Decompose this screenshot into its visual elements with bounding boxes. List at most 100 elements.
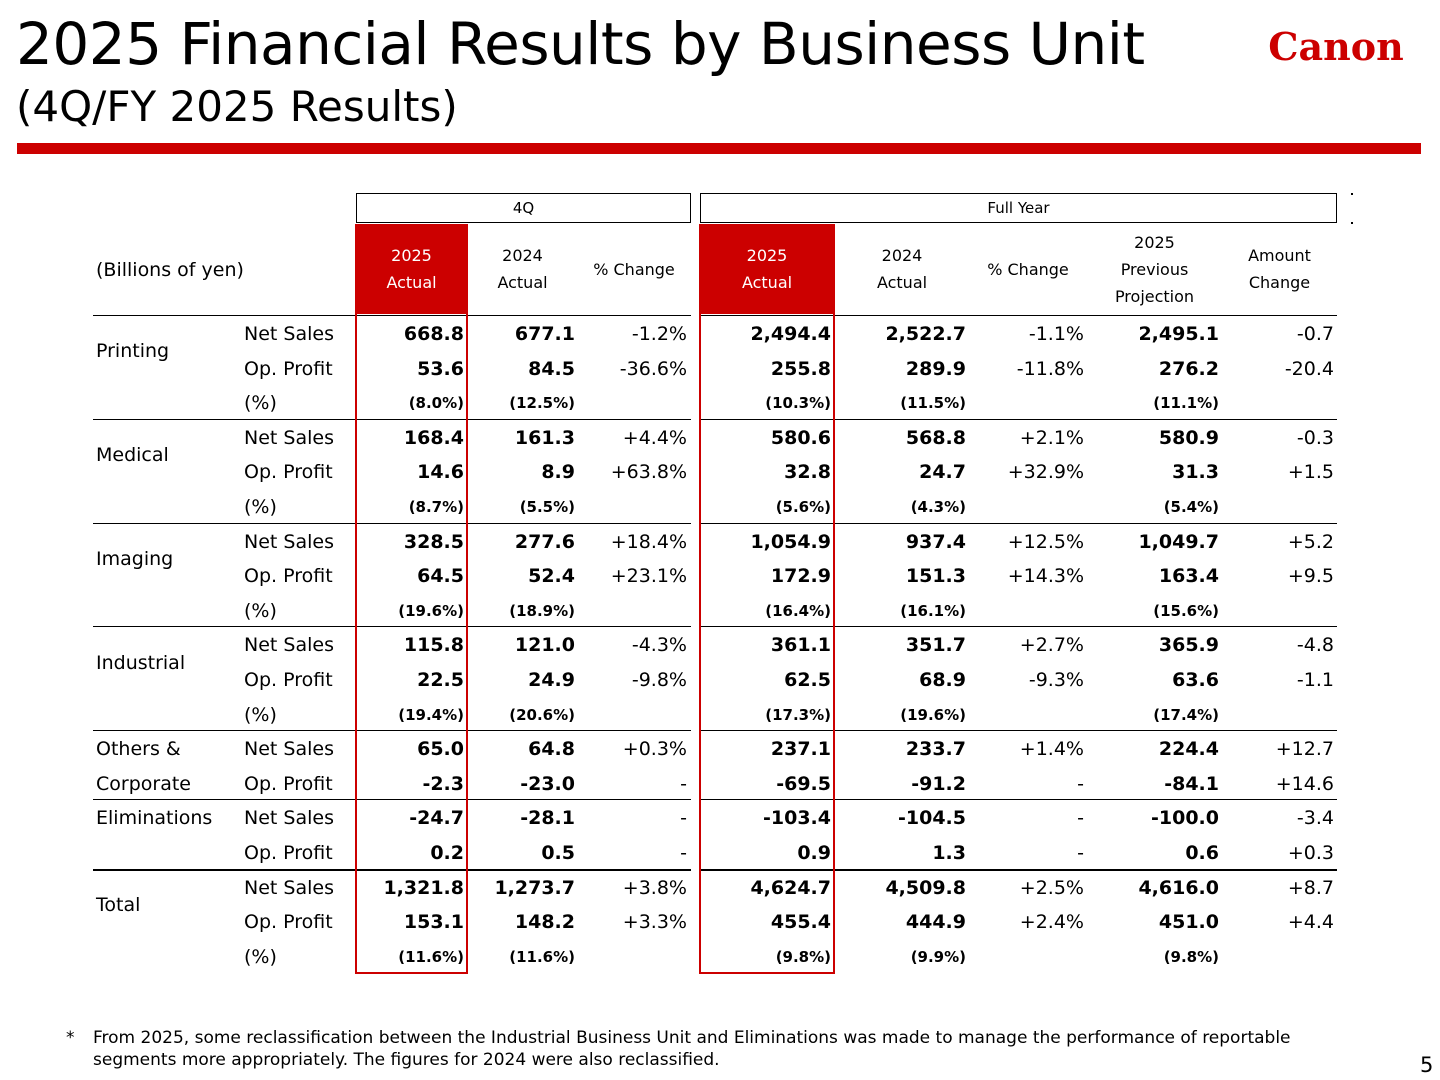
table-cell: (17.3%): [765, 705, 831, 724]
segment-name: Eliminations: [96, 807, 213, 830]
table-cell: 2,522.7: [885, 323, 966, 345]
column-header-text: % Change: [593, 256, 675, 283]
table-cell: 237.1: [770, 738, 831, 761]
table-cell: -0.7: [1296, 323, 1334, 345]
segment-name: Imaging: [96, 547, 174, 570]
table-cell: 68.9: [919, 669, 966, 691]
table-cell: -23.0: [520, 772, 575, 795]
column-header-line: 2025: [1134, 232, 1175, 252]
highlight-frame: [466, 224, 468, 973]
table-cell: +0.3%: [622, 738, 687, 761]
table-cell: 2,495.1: [1138, 323, 1219, 345]
table-cell: -0.3: [1296, 426, 1334, 449]
metric-label: Op. Profit: [244, 669, 333, 691]
table-cell: (20.6%): [509, 705, 575, 724]
table-cell: +2.1%: [1019, 426, 1084, 449]
corner-mark: [1351, 222, 1353, 224]
table-cell: (17.4%): [1153, 705, 1219, 724]
table-cell: 351.7: [905, 634, 966, 657]
table-cell: 121.0: [514, 634, 575, 657]
highlight-frame: [355, 224, 357, 973]
column-header-text: 2025 Actual: [386, 242, 436, 296]
table-cell: 1.3: [932, 842, 966, 864]
table-cell: (5.4%): [1163, 498, 1219, 516]
table-cell: (19.6%): [900, 705, 966, 724]
column-header-line: Actual: [386, 273, 437, 292]
page-number: 5: [1420, 1053, 1434, 1077]
segment-name: Industrial: [96, 651, 186, 674]
table-cell: -: [1077, 807, 1084, 830]
segment-name: Medical: [96, 444, 169, 467]
table-cell: +14.3%: [1007, 565, 1084, 588]
table-cell: -11.8%: [1016, 357, 1084, 380]
table-cell: 224.4: [1158, 738, 1219, 761]
highlight-frame: [833, 224, 835, 973]
table-cell: (12.5%): [509, 394, 575, 413]
table-cell: +4.4: [1287, 911, 1334, 934]
table-cell: (16.1%): [900, 601, 966, 620]
table-cell: (19.4%): [398, 705, 464, 724]
table-cell: 63.6: [1172, 669, 1219, 691]
corner-mark: [1351, 193, 1353, 195]
table-cell: 289.9: [905, 357, 966, 380]
metric-label: (%): [244, 496, 277, 518]
table-cell: (11.5%): [900, 394, 966, 413]
table-cell: 84.5: [528, 357, 575, 380]
table-cell: -103.4: [763, 807, 831, 830]
table-cell: (11.6%): [398, 947, 464, 966]
row-divider: [700, 315, 1337, 316]
table-cell: (5.5%): [519, 498, 575, 516]
table-cell: -69.5: [776, 772, 831, 795]
table-cell: (8.7%): [408, 498, 464, 516]
table-cell: -84.1: [1164, 772, 1219, 795]
table-cell: 937.4: [905, 530, 966, 553]
table-cell: -: [680, 807, 687, 830]
table-cell: 0.2: [430, 842, 464, 864]
metric-label: Net Sales: [244, 426, 334, 449]
metric-label: (%): [244, 392, 277, 415]
table-cell: +12.5%: [1007, 530, 1084, 553]
table-cell: -1.1%: [1028, 323, 1084, 345]
row-divider: [700, 626, 1337, 628]
column-header: 2025 Actual: [700, 224, 834, 314]
table-cell: (9.8%): [1163, 947, 1219, 966]
table-cell: -2.3: [422, 772, 464, 795]
column-header-line: Actual: [497, 273, 548, 292]
table-cell: 24.9: [528, 669, 575, 691]
table-cell: 1,054.9: [750, 530, 831, 553]
table-cell: 32.8: [784, 461, 831, 484]
column-header-line: % Change: [593, 259, 675, 279]
table-cell: 328.5: [403, 530, 464, 553]
table-cell: +3.3%: [622, 911, 687, 934]
table-cell: +2.7%: [1019, 634, 1084, 657]
table-cell: 65.0: [417, 738, 464, 761]
footnote-marker: *: [66, 1028, 75, 1048]
table-cell: (19.6%): [398, 601, 464, 620]
table-cell: 1,049.7: [1138, 530, 1219, 553]
metric-label: Net Sales: [244, 634, 334, 657]
table-cell: 277.6: [514, 530, 575, 553]
table-cell: (8.0%): [408, 394, 464, 413]
table-cell: 22.5: [417, 669, 464, 691]
column-header-line: Amount: [1248, 246, 1311, 265]
table-cell: 14.6: [417, 461, 464, 484]
column-header: % Change: [969, 224, 1087, 314]
canon-logo: Canon: [1268, 24, 1403, 69]
table-cell: +4.4%: [622, 426, 687, 449]
column-header-line: 2024: [881, 246, 923, 265]
table-cell: 580.6: [770, 426, 831, 449]
table-cell: -: [680, 842, 687, 864]
table-cell: 148.2: [514, 911, 575, 934]
table-cell: 64.5: [417, 565, 464, 588]
column-header-line: Actual: [876, 273, 928, 292]
segment-name: Total: [96, 893, 141, 916]
table-cell: 115.8: [403, 634, 464, 657]
highlight-frame: [699, 972, 835, 974]
column-header-line: Change: [1248, 273, 1311, 292]
table-cell: +12.7: [1275, 738, 1334, 761]
table-cell: -91.2: [911, 772, 966, 795]
table-cell: 455.4: [770, 911, 831, 934]
column-header-text: 2024 Actual: [497, 242, 547, 296]
table-cell: -3.4: [1296, 807, 1334, 830]
table-cell: 580.9: [1158, 426, 1219, 449]
